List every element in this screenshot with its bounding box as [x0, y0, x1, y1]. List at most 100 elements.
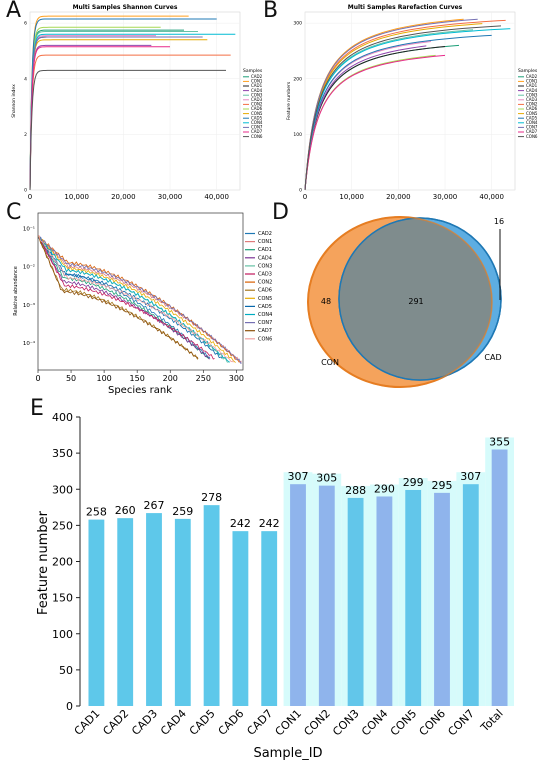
x-tick-label: CAD7: [244, 707, 275, 738]
venn-set-cad-outline: [338, 217, 502, 381]
bar-value-label: 290: [374, 482, 395, 495]
legend-entry: CON4: [526, 120, 538, 125]
y-tick-label: 10⁻³: [23, 302, 35, 309]
legend-entry: CAD4: [258, 255, 272, 261]
legend-entry: CON2: [526, 102, 538, 107]
y-tick-label: 150: [52, 592, 73, 605]
series-line-cad7: [304, 54, 446, 191]
x-tick-label: CON2: [301, 707, 333, 739]
bar-cad6: [232, 531, 249, 706]
bar-value-label: 278: [201, 491, 222, 504]
x-tick-label: CON7: [445, 707, 477, 739]
bar-value-label: 299: [403, 476, 424, 489]
legend-entry: CAD1: [258, 247, 272, 253]
shannon-curves-chart: Multi Samples Shannon Curves 0 10,000 20,0…: [11, 4, 263, 201]
series-line-cad6: [38, 235, 199, 360]
legend-entry: CON4: [251, 120, 263, 125]
legend-entry: CON6: [251, 134, 263, 139]
rarefaction-curves-chart: Multi Samples Rarefaction Curves 0 10,000…: [286, 4, 538, 201]
y-tick-label: 300: [293, 21, 302, 27]
series-line-con6: [38, 235, 234, 363]
bar-cad4: [174, 518, 191, 706]
bar-value-label: 242: [230, 517, 251, 530]
y-tick-label: 4: [24, 76, 27, 82]
x-tick-label: CAD1: [72, 707, 103, 738]
bar-value-label: 355: [489, 436, 510, 449]
y-tick-label: 6: [24, 21, 27, 27]
legend-entry: CON1: [526, 79, 538, 84]
x-tick-label: CAD3: [129, 707, 160, 738]
bar-value-label: 258: [86, 506, 107, 519]
panel-letter-e: E: [30, 396, 44, 421]
chart-title: Multi Samples Shannon Curves: [73, 4, 178, 11]
bar-value-label: 288: [345, 484, 366, 497]
legend-entry: CAD5: [526, 115, 538, 120]
legend-entry: CAD2: [526, 74, 538, 79]
y-tick-label: 50: [59, 664, 73, 677]
y-tick-label: 10⁻²: [23, 264, 35, 271]
x-tick-label: 100: [96, 374, 111, 383]
panel-letter-b: B: [263, 0, 279, 23]
legend-entry: CON6: [526, 134, 538, 139]
series-line-con6: [29, 69, 226, 191]
x-tick-label: CAD6: [216, 707, 247, 738]
legend-entry: CON2: [251, 102, 263, 107]
x-tick-label: 0: [303, 193, 307, 201]
series-line-cad7: [38, 236, 199, 359]
y-tick-label: 0: [66, 700, 73, 713]
y-axis-label: Shannon index: [11, 84, 17, 118]
x-tick-label: 30,000: [433, 193, 458, 201]
x-tick-label: 40,000: [204, 193, 229, 201]
bar-total: [491, 449, 508, 706]
x-tick-label: CON4: [359, 707, 391, 739]
y-tick-label: 400: [52, 411, 73, 424]
legend-entry: CON3: [258, 263, 272, 269]
y-tick-label: 350: [52, 447, 73, 460]
x-tick-label: 30,000: [158, 193, 183, 201]
legend-entry: CAD3: [251, 97, 263, 102]
legend-entry: CAD2: [251, 74, 263, 79]
legend-entry: CAD4: [251, 88, 263, 93]
bar-con6: [434, 492, 450, 706]
legend-entry: CAD6: [251, 106, 263, 111]
x-tick-label: CON6: [417, 707, 449, 739]
x-tick-label: 10,000: [339, 193, 364, 201]
legend-entry: CAD7: [526, 129, 538, 134]
plot-area: [304, 11, 516, 191]
series-line-cad5: [38, 237, 223, 359]
y-tick-label: 0: [24, 188, 27, 194]
y-tick-label: 200: [293, 76, 302, 82]
y-tick-label: 300: [52, 483, 73, 496]
legend-entry: CON7: [526, 125, 538, 130]
series-line-con6: [304, 25, 502, 191]
legend-entry: CAD3: [258, 272, 272, 278]
plot-area: [29, 11, 241, 191]
bar-value-label: 307: [288, 470, 309, 483]
venn-label-con: CON: [321, 358, 339, 367]
series-line-con2: [29, 54, 231, 191]
panel-letter-c: C: [6, 200, 22, 225]
x-tick-label: CON3: [330, 707, 362, 739]
legend-entry: CAD7: [258, 328, 272, 334]
y-tick-label: 100: [52, 628, 73, 641]
bar-value-label: 307: [460, 470, 481, 483]
bar-con3: [347, 497, 364, 706]
x-axis-label: Species rank: [108, 385, 172, 395]
feature-number-bar-chart: 258 260 267 259 278 242 242 307 305 288 290 299 295 3…: [36, 411, 514, 760]
y-tick-label: 0: [299, 188, 302, 194]
legend-entry: CON3: [526, 92, 538, 97]
y-axis-label: Feature number: [36, 510, 51, 615]
legend-entry: CON5: [526, 111, 538, 116]
legend-entry: CON1: [251, 79, 263, 84]
panel-letter-a: A: [6, 0, 22, 23]
bar-cad3: [146, 513, 162, 706]
venn-count-shared: 291: [408, 297, 423, 306]
series-line-cad5: [29, 18, 217, 191]
legend-entry: CON7: [251, 125, 263, 130]
bar-cad1: [88, 519, 105, 706]
x-tick-label: 0: [28, 193, 32, 201]
legend-entry: CAD5: [251, 115, 263, 120]
legend-entry: CON2: [258, 280, 272, 286]
legend-entry: CON3: [251, 92, 263, 97]
legend-entry: CON7: [258, 320, 272, 326]
